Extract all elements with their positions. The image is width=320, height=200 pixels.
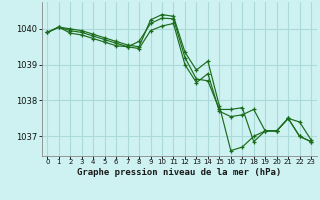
X-axis label: Graphe pression niveau de la mer (hPa): Graphe pression niveau de la mer (hPa) — [77, 168, 281, 177]
